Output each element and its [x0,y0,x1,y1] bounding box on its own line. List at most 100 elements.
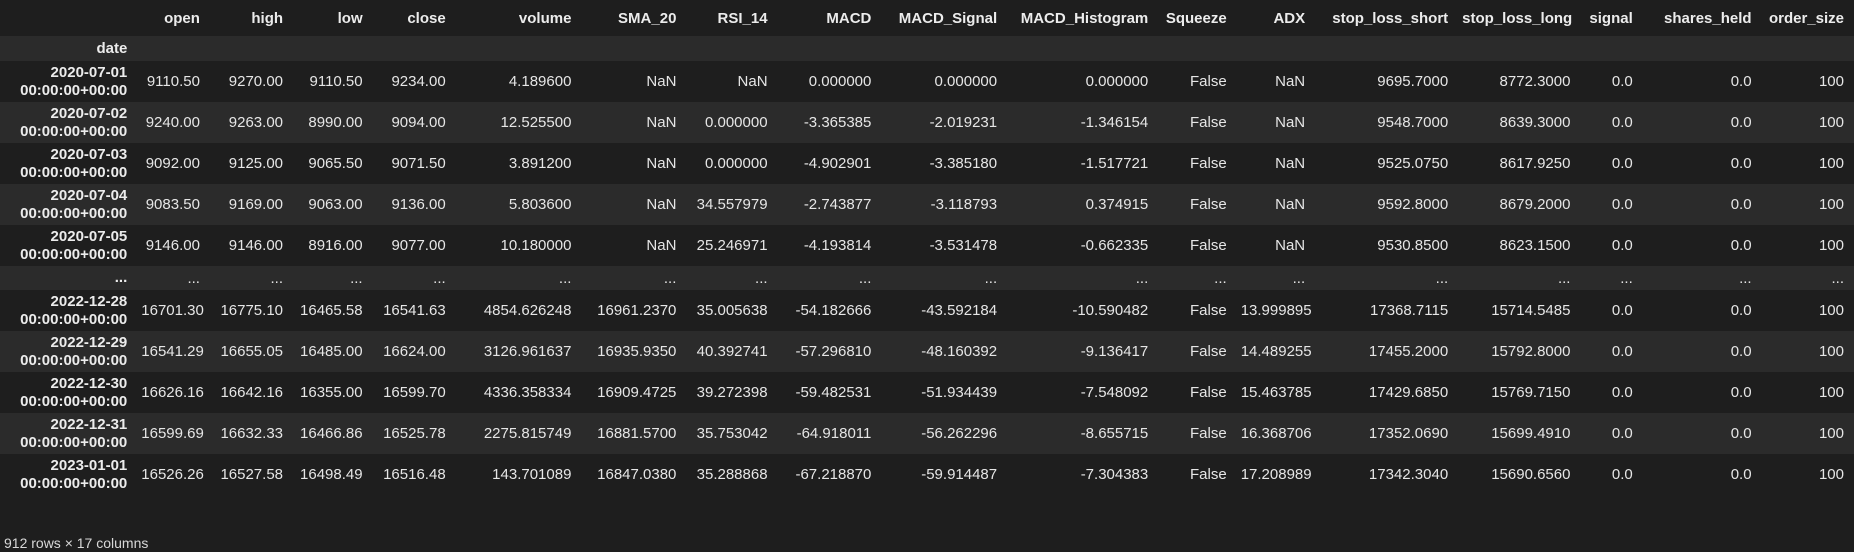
row-index-date: 2023-01-01 [50,456,128,474]
cell-high: 16775.10 [220,302,284,319]
row-index: 2023-01-01 00:00:00+00:00 [0,454,137,495]
cell-order-size: 100 [1818,466,1844,483]
cell-close: 9094.00 [391,114,446,131]
table-row: 2020-07-02 00:00:00+00:00 9240.00 9263.00 89… [0,102,1854,143]
cell-adx: 14.489255 [1240,343,1312,360]
cell-open: 16626.16 [141,384,204,401]
cell-signal: 0.0 [1611,425,1633,442]
cell-close: 9077.00 [391,237,446,254]
cell-low: 16355.00 [300,384,363,401]
index-name-filler [581,36,687,61]
table-row: 2020-07-03 00:00:00+00:00 9092.00 9125.00 90… [0,143,1854,184]
cell-low: 8916.00 [308,237,363,254]
cell-adx: 17.208989 [1240,466,1312,483]
cell-order-size: 100 [1818,384,1844,401]
cell-rsi-14: 35.288868 [696,466,768,483]
cell-macd-histogram: -0.662335 [1080,237,1149,254]
ellipsis-row: ........................................… [0,266,1854,290]
cell-stop-loss-short: 9530.8500 [1377,237,1449,254]
cell-close: 9136.00 [391,196,446,213]
cell-macd: -4.902901 [803,155,872,172]
cell-adx: 15.463785 [1240,384,1312,401]
cell-close: ... [433,269,446,287]
cell-shares-held: 0.0 [1730,343,1752,360]
cell-squeeze: False [1190,466,1227,483]
cell-open: 9110.50 [146,73,200,90]
cell-high: 9125.00 [228,155,284,172]
cell-squeeze: False [1190,425,1227,442]
cell-adx: 13.999895 [1240,302,1312,319]
cell-volume: 2275.815749 [483,425,572,442]
cell-rsi-14: ... [755,269,768,287]
column-header-adx: ADX [1273,9,1306,27]
table-row: 2022-12-31 00:00:00+00:00 16599.69 16632.33… [0,413,1854,454]
cell-macd-signal: -51.934439 [921,384,998,401]
cell-rsi-14: 35.005638 [696,302,768,319]
index-name-label: date [0,36,138,61]
column-header-signal: signal [1589,9,1633,27]
row-index-time: 00:00:00+00:00 [20,122,128,140]
cell-sma-20: 16881.5700 [597,425,677,442]
column-header-stop-loss-short: stop_loss_short [1332,9,1449,27]
table-row: 2020-07-04 00:00:00+00:00 9083.50 9169.00 90… [0,184,1854,225]
cell-rsi-14: 35.753042 [696,425,768,442]
cell-stop-loss-long: 8679.2000 [1499,196,1571,213]
index-name-filler [1236,36,1316,61]
cell-close: 16599.70 [383,384,446,401]
cell-macd-signal: -2.019231 [929,114,998,131]
cell-high: ... [270,269,284,287]
column-header-macd-histogram: MACD_Histogram [1020,9,1149,27]
cell-stop-loss-short: 17368.7115 [1370,302,1449,319]
cell-low: 9063.00 [308,196,363,213]
row-index: 2022-12-30 00:00:00+00:00 [0,372,137,413]
cell-close: 16516.48 [383,466,446,483]
row-index-time: 00:00:00+00:00 [20,310,128,328]
index-name-filler [209,36,294,61]
cell-sma-20: 16935.9350 [597,343,677,360]
cell-stop-loss-short: 9525.0750 [1377,155,1449,172]
row-index-date: 2020-07-03 [50,145,128,163]
row-index-date: 2022-12-31 [50,415,128,433]
cell-macd-histogram: -1.346154 [1080,114,1149,131]
cell-open: ... [187,269,200,287]
cell-macd-histogram: 0.000000 [1085,73,1149,90]
cell-signal: 0.0 [1611,114,1633,131]
row-index: 2020-07-03 00:00:00+00:00 [0,143,137,184]
cell-macd-signal: -56.262296 [921,425,998,442]
cell-open: 9146.00 [145,237,200,254]
row-index: 2022-12-29 00:00:00+00:00 [0,331,137,372]
cell-open: 9240.00 [145,114,200,131]
cell-squeeze: False [1190,302,1227,319]
cell-macd: -3.365385 [803,114,872,131]
cell-adx: NaN [1275,114,1306,131]
cell-stop-loss-short: 17352.0690 [1368,425,1449,442]
cell-open: 9092.00 [145,155,200,172]
cell-macd-histogram: -8.655715 [1080,425,1149,442]
table-row: 2020-07-01 00:00:00+00:00 9110.50 9270.00 91… [0,61,1854,102]
cell-open: 16526.26 [141,466,204,483]
index-name-filler [1007,36,1159,61]
cell-sma-20: NaN [646,73,677,90]
cell-stop-loss-short: 17429.6850 [1368,384,1449,401]
dataframe-table: open high low close volume SMA_20 RSI_14 MACD MA… [0,9,1854,495]
cell-low: 16466.86 [300,425,363,442]
cell-stop-loss-short: 9592.8000 [1377,196,1449,213]
cell-order-size: 100 [1818,237,1844,254]
column-header-shares-held: shares_held [1664,9,1752,27]
table-row: 2022-12-28 00:00:00+00:00 16701.30 16775.10… [0,290,1854,331]
cell-macd-signal: -59.914487 [921,466,998,483]
cell-order-size: 100 [1818,302,1844,319]
cell-shares-held: 0.0 [1730,196,1752,213]
cell-high: 9263.00 [228,114,284,131]
cell-sma-20: 16909.4725 [597,384,677,401]
cell-stop-loss-long: 15690.6560 [1491,466,1571,483]
cell-macd-histogram: ... [1135,269,1149,287]
cell-shares-held: 0.0 [1730,425,1752,442]
cell-close: 16624.00 [383,343,446,360]
index-name-filler [1315,36,1459,61]
cell-macd: -59.482531 [795,384,872,401]
cell-shares-held: 0.0 [1730,384,1752,401]
cell-sma-20: NaN [646,155,677,172]
cell-macd-signal: ... [984,269,998,287]
column-header-volume: volume [518,9,572,27]
